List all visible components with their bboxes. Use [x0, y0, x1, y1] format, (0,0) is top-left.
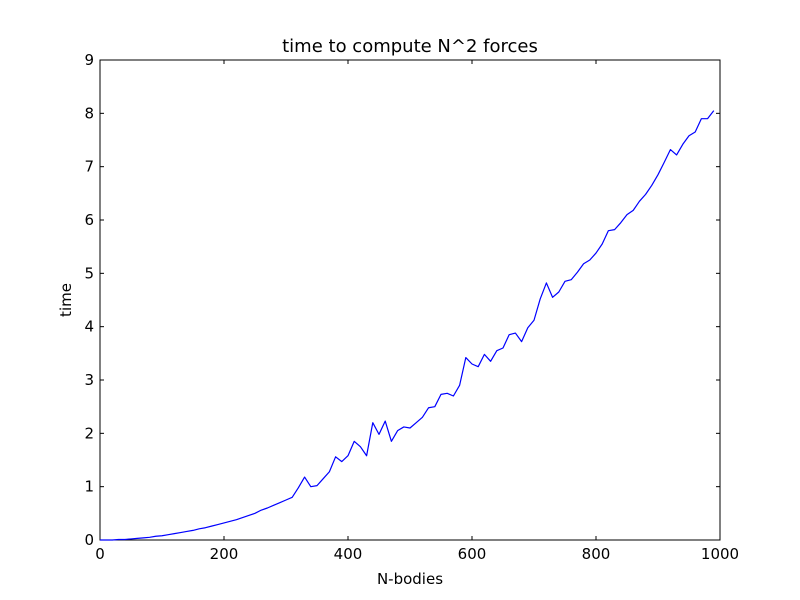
axis-tick-labels: 0 200 400 600 800 1000 0 1 2 3 4 5 6 7 8 9	[84, 51, 739, 563]
chart-title: time to compute N^2 forces	[282, 36, 538, 57]
y-tick-label: 1	[84, 478, 94, 496]
y-tick-label: 8	[84, 104, 94, 122]
y-tick-label: 5	[84, 264, 94, 282]
x-tick-label: 200	[210, 545, 239, 563]
y-tick-label: 9	[84, 51, 94, 69]
y-axis-label: time	[57, 283, 75, 317]
y-tick-label: 2	[84, 424, 94, 442]
y-tick-label: 0	[84, 531, 94, 549]
x-tick-label: 800	[582, 545, 611, 563]
y-tick-label: 7	[84, 158, 94, 176]
series-line	[100, 110, 715, 541]
axis-ticks	[99, 59, 721, 541]
y-tick-label: 4	[84, 318, 94, 336]
x-tick-label: 600	[458, 545, 487, 563]
y-tick-label: 6	[84, 211, 94, 229]
x-axis-label: N-bodies	[377, 570, 443, 588]
x-tick-label: 400	[334, 545, 363, 563]
plot-area	[99, 59, 721, 541]
y-tick-label: 3	[84, 371, 94, 389]
x-tick-label: 1000	[701, 545, 739, 563]
x-tick-label: 0	[95, 545, 105, 563]
